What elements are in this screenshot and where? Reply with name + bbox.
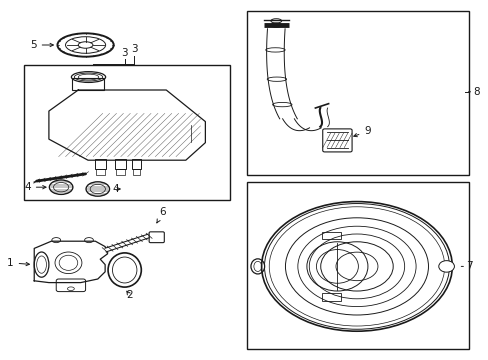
Text: 4: 4: [112, 184, 120, 194]
Text: 8: 8: [468, 87, 479, 97]
Text: 2: 2: [126, 290, 133, 300]
Text: 6: 6: [157, 207, 166, 223]
Circle shape: [438, 261, 453, 272]
Bar: [246, 11, 468, 175]
Bar: [133, 169, 140, 175]
Text: 9: 9: [353, 126, 370, 137]
Bar: [246, 182, 468, 349]
Bar: [96, 169, 105, 175]
Text: 3: 3: [131, 44, 138, 54]
Text: 1: 1: [7, 258, 29, 268]
Bar: [132, 159, 141, 169]
Bar: [321, 293, 341, 301]
Text: 4: 4: [24, 182, 46, 192]
Bar: [321, 232, 341, 239]
Bar: [72, 78, 104, 90]
Bar: [116, 169, 124, 175]
Bar: [115, 159, 125, 169]
Text: 7: 7: [460, 261, 472, 271]
Polygon shape: [266, 29, 297, 119]
Bar: [24, 65, 229, 200]
Text: 3: 3: [121, 48, 128, 58]
Bar: [95, 159, 106, 169]
Text: 5: 5: [30, 40, 53, 50]
